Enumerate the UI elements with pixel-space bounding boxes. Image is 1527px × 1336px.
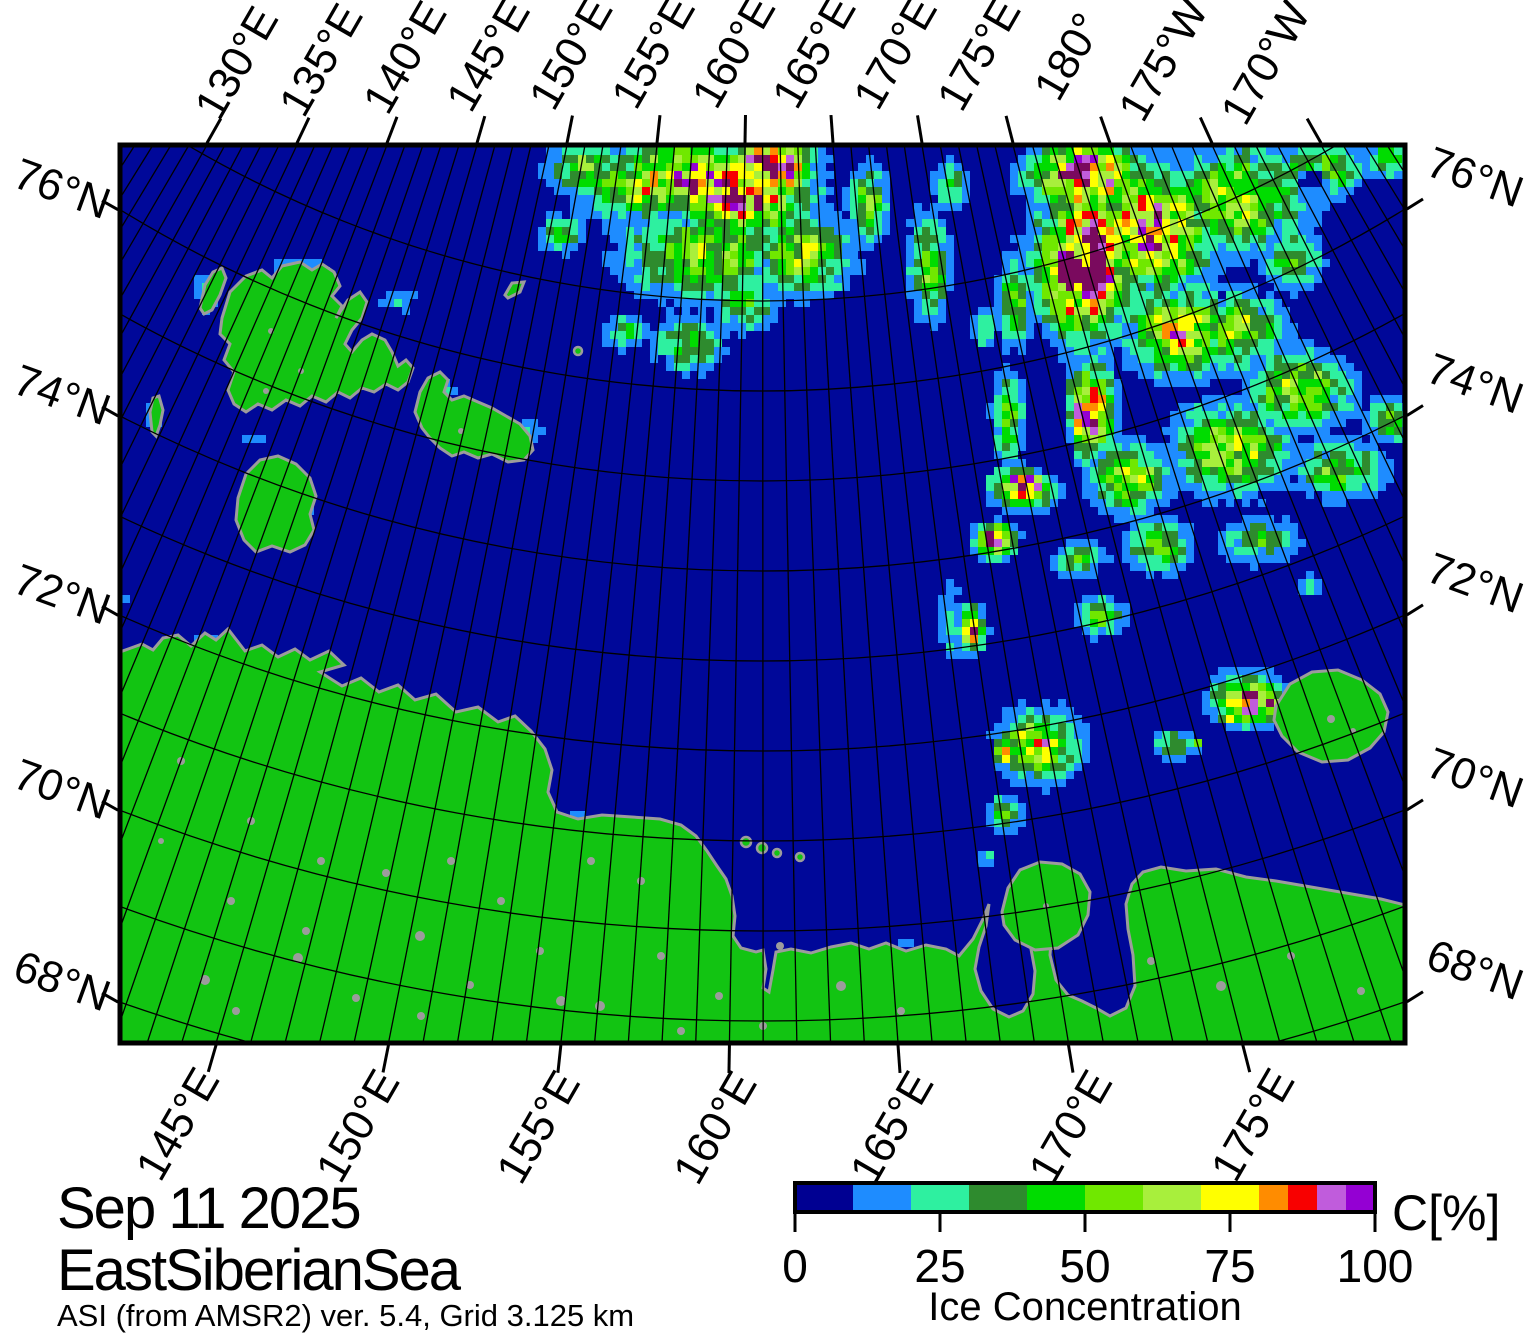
colorbar-segment bbox=[795, 1183, 853, 1212]
lat-label-right: 70°N bbox=[1420, 738, 1527, 818]
lat-label-right: 72°N bbox=[1420, 543, 1527, 623]
lat-label-right: 68°N bbox=[1420, 930, 1527, 1010]
colorbar-segment bbox=[911, 1183, 969, 1212]
lake-speck bbox=[466, 981, 474, 989]
colorbar-segment bbox=[1259, 1183, 1288, 1212]
lat-label-left: 70°N bbox=[7, 750, 116, 830]
islet bbox=[755, 841, 769, 855]
lon-label-bottom: 175°E bbox=[1202, 1061, 1305, 1190]
lake-speck bbox=[317, 857, 325, 865]
ice-concentration-field bbox=[122, 147, 1403, 955]
lake-speck bbox=[637, 877, 645, 885]
lon-label-bottom: 155°E bbox=[487, 1063, 590, 1192]
colorbar-unit-label: C[%] bbox=[1392, 1185, 1500, 1241]
island bbox=[234, 454, 318, 554]
lon-label-top: 130°E bbox=[185, 0, 288, 127]
lon-label-top: 170°W bbox=[1212, 0, 1321, 133]
colorbar-segment bbox=[1143, 1183, 1201, 1212]
colorbar-segment bbox=[1027, 1183, 1085, 1212]
lake-speck bbox=[497, 897, 505, 905]
longitude-axis-top: 130°E135°E140°E145°E150°E155°E160°E165°E… bbox=[185, 0, 1323, 144]
colorbar-frame bbox=[793, 1181, 1377, 1214]
latitude-axis-left: 76°N 74°N 72°N 70°N 68°N bbox=[7, 149, 119, 1022]
colorbar-segment bbox=[1346, 1183, 1375, 1212]
island bbox=[503, 280, 527, 300]
lon-label-bottom: 150°E bbox=[307, 1062, 410, 1191]
lon-label-bottom: 165°E bbox=[841, 1063, 944, 1192]
lake-speck bbox=[776, 942, 784, 950]
colorbar-segment bbox=[969, 1183, 1027, 1212]
lake-speck bbox=[897, 1007, 905, 1015]
lake-speck bbox=[263, 388, 269, 394]
islet bbox=[739, 835, 753, 849]
colorbar: 0 25 50 75 100 bbox=[782, 1181, 1414, 1292]
lake-speck bbox=[417, 1012, 425, 1020]
colorbar-axis-title: Ice Concentration bbox=[928, 1285, 1242, 1329]
lake-speck bbox=[677, 1027, 685, 1035]
lake-speck bbox=[293, 953, 303, 963]
graticule bbox=[122, 147, 1403, 1041]
islet bbox=[572, 345, 584, 357]
lake-speck bbox=[836, 981, 846, 991]
colorbar-tick-label: 0 bbox=[782, 1240, 808, 1292]
lake-speck bbox=[595, 1001, 605, 1011]
colorbar-tick-label: 75 bbox=[1204, 1240, 1255, 1292]
lake-speck bbox=[447, 857, 455, 865]
islet bbox=[771, 847, 783, 859]
lat-label-left: 72°N bbox=[7, 555, 116, 635]
source-caption: ASI (from AMSR2) ver. 5.4, Grid 3.125 km bbox=[57, 1298, 634, 1333]
colorbar-segment bbox=[1201, 1183, 1259, 1212]
lake-speck bbox=[1357, 987, 1365, 995]
lake-speck bbox=[415, 931, 425, 941]
lake-speck bbox=[1147, 957, 1155, 965]
islet bbox=[794, 851, 806, 863]
lake-speck bbox=[1327, 715, 1335, 723]
colorbar-tick-label: 25 bbox=[914, 1240, 965, 1292]
lat-label-right: 74°N bbox=[1420, 344, 1527, 424]
lake-speck bbox=[657, 952, 665, 960]
lake-speck bbox=[587, 857, 595, 865]
region-title: EastSiberianSea bbox=[57, 1238, 462, 1303]
lat-label-left: 74°N bbox=[7, 356, 116, 436]
lake-speck bbox=[715, 992, 723, 1000]
lake-speck bbox=[232, 1007, 240, 1015]
colorbar-segment bbox=[1317, 1183, 1346, 1212]
lake-speck bbox=[1216, 981, 1226, 991]
longitude-axis-bottom: 145°E 150°E 155°E 160°E 165°E 170°E 175°E bbox=[127, 1044, 1305, 1192]
colorbar-tick-label: 50 bbox=[1059, 1240, 1110, 1292]
lake-speck bbox=[556, 996, 566, 1006]
colorbar-segment bbox=[853, 1183, 911, 1212]
lake-speck bbox=[382, 869, 390, 877]
lake-speck bbox=[302, 927, 310, 935]
lat-label-left: 68°N bbox=[7, 942, 116, 1022]
lon-label-top: 175°W bbox=[1109, 0, 1218, 129]
lake-speck bbox=[227, 897, 235, 905]
lon-label-top: 135°E bbox=[270, 0, 373, 124]
lake-speck bbox=[352, 994, 360, 1002]
lake-speck bbox=[158, 838, 164, 844]
colorbar-tick-label: 100 bbox=[1337, 1240, 1414, 1292]
lon-label-bottom: 145°E bbox=[127, 1060, 230, 1189]
lat-label-left: 76°N bbox=[7, 149, 116, 229]
latitude-axis-right: 76°N 74°N 72°N 70°N 68°N bbox=[1406, 138, 1527, 1010]
lon-label-bottom: 160°E bbox=[664, 1063, 767, 1192]
map-frame bbox=[117, 142, 1408, 1046]
lon-label-bottom: 170°E bbox=[1019, 1062, 1122, 1191]
lat-label-right: 76°N bbox=[1420, 138, 1527, 218]
colorbar-segment bbox=[1288, 1183, 1317, 1212]
date-title: Sep 11 2025 bbox=[57, 1176, 360, 1241]
colorbar-segment bbox=[1085, 1183, 1143, 1212]
lake-speck bbox=[458, 428, 464, 434]
lon-label-top: 180° bbox=[1025, 5, 1113, 108]
island bbox=[198, 265, 228, 316]
